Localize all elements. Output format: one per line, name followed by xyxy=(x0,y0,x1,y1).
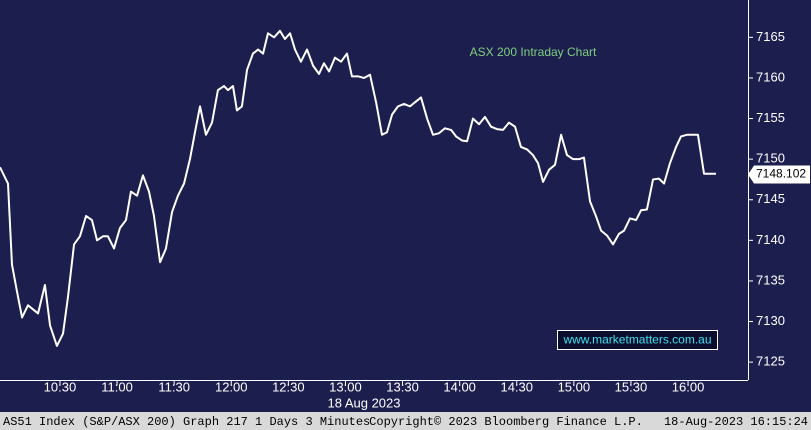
watermark: www.marketmatters.com.au xyxy=(562,333,711,347)
footer-left: AS51 Index (S&P/ASX 200) Graph 217 1 Day… xyxy=(3,415,370,429)
x-tick-label: 13:00 xyxy=(329,379,362,394)
footer-center: Copyright© 2023 Bloomberg Finance L.P. xyxy=(369,415,643,429)
y-tick-label: 7145 xyxy=(756,191,785,206)
x-tick-label: 14:30 xyxy=(500,379,533,394)
y-tick-label: 7150 xyxy=(756,151,785,166)
x-tick-label: 13:30 xyxy=(386,379,419,394)
y-tick-label: 7130 xyxy=(756,313,785,328)
x-tick-label: 15:30 xyxy=(615,379,648,394)
footer-right: 18-Aug-2023 16:15:24 xyxy=(664,415,808,429)
x-tick-label: 10:30 xyxy=(44,379,77,394)
date-label: 18 Aug 2023 xyxy=(327,395,400,410)
x-tick-label: 14:00 xyxy=(443,379,476,394)
y-tick-label: 7125 xyxy=(756,354,785,369)
watermark-box xyxy=(557,330,718,350)
last-value-label: 7148.102 xyxy=(756,167,806,181)
chart-title: ASX 200 Intraday Chart xyxy=(470,45,597,59)
x-tick-label: 11:00 xyxy=(101,379,133,394)
footer-bar xyxy=(0,412,811,430)
last-value-tag xyxy=(748,165,810,184)
y-tick-label: 7165 xyxy=(756,29,785,44)
x-tick-label: 12:30 xyxy=(272,379,305,394)
y-tick-label: 7160 xyxy=(756,69,785,84)
y-tick-label: 7155 xyxy=(756,110,785,125)
x-tick-label: 12:00 xyxy=(215,379,248,394)
x-tick-label: 15:00 xyxy=(558,379,591,394)
x-tick-label: 16:00 xyxy=(672,379,705,394)
x-tick-label: 11:30 xyxy=(158,379,190,394)
y-tick-label: 7135 xyxy=(756,272,785,287)
price-line xyxy=(0,29,717,347)
y-tick-label: 7140 xyxy=(756,232,785,247)
